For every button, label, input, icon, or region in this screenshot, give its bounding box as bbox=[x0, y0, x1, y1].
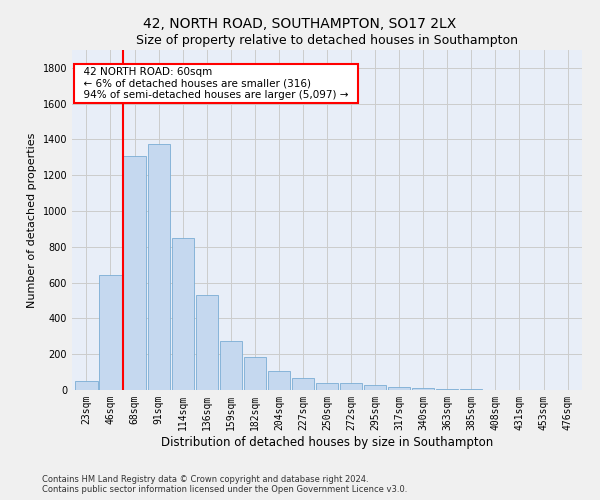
Bar bbox=[100, 276, 122, 390]
Bar bbox=[76, 381, 98, 390]
Bar bbox=[220, 341, 242, 390]
Bar bbox=[196, 295, 218, 390]
X-axis label: Distribution of detached houses by size in Southampton: Distribution of detached houses by size … bbox=[161, 436, 493, 448]
Bar bbox=[364, 385, 386, 390]
Bar bbox=[124, 156, 146, 390]
Text: Contains public sector information licensed under the Open Government Licence v3: Contains public sector information licen… bbox=[42, 485, 407, 494]
Bar bbox=[244, 357, 266, 390]
Text: 42, NORTH ROAD, SOUTHAMPTON, SO17 2LX: 42, NORTH ROAD, SOUTHAMPTON, SO17 2LX bbox=[143, 18, 457, 32]
Bar bbox=[340, 383, 362, 390]
Title: Size of property relative to detached houses in Southampton: Size of property relative to detached ho… bbox=[136, 34, 518, 48]
Text: Contains HM Land Registry data © Crown copyright and database right 2024.: Contains HM Land Registry data © Crown c… bbox=[42, 475, 368, 484]
Bar bbox=[316, 383, 338, 390]
Text: 42 NORTH ROAD: 60sqm  
  ← 6% of detached houses are smaller (316)  
  94% of se: 42 NORTH ROAD: 60sqm ← 6% of detached ho… bbox=[77, 67, 355, 100]
Bar bbox=[148, 144, 170, 390]
Bar bbox=[268, 371, 290, 390]
Bar bbox=[436, 389, 458, 390]
Bar bbox=[388, 388, 410, 390]
Bar bbox=[292, 378, 314, 390]
Bar bbox=[172, 238, 194, 390]
Bar bbox=[412, 388, 434, 390]
Y-axis label: Number of detached properties: Number of detached properties bbox=[27, 132, 37, 308]
